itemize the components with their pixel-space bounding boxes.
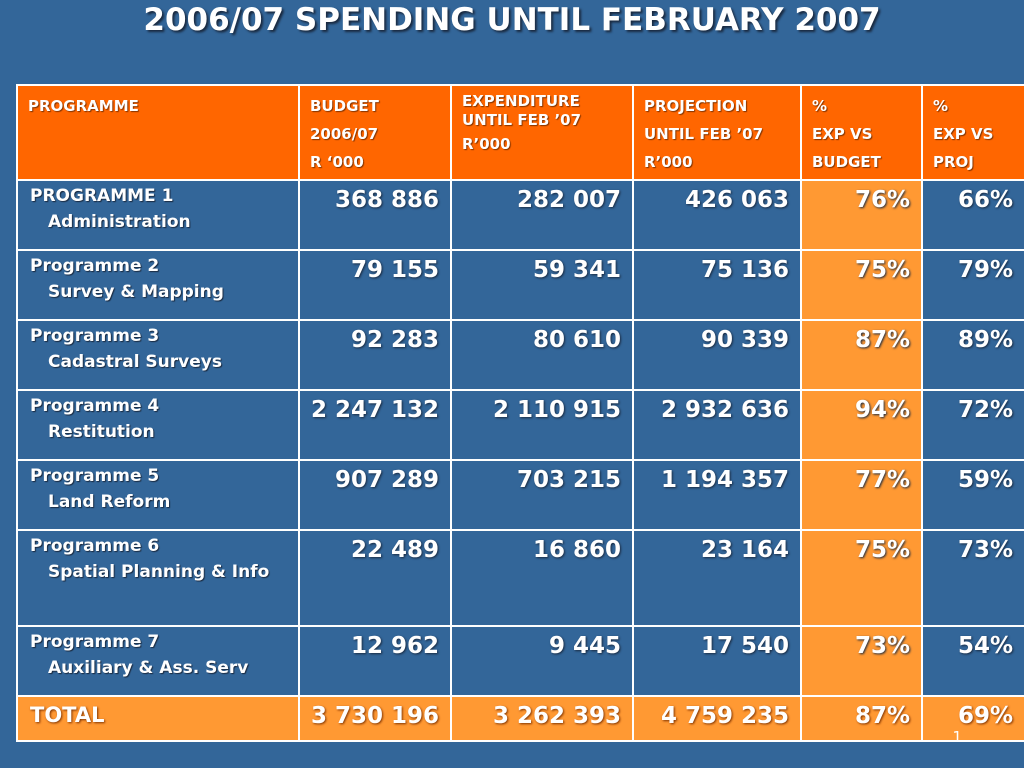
projection-cell: 1 194 357 <box>632 459 802 531</box>
total-exp-vs-budget: 87% <box>800 695 923 742</box>
projection-cell: 17 540 <box>632 625 802 697</box>
header-line: R ‘000 <box>310 153 364 171</box>
programme-name: Administration <box>48 212 191 232</box>
budget-cell: 22 489 <box>298 529 452 627</box>
header-programme: PROGRAMME <box>16 84 300 181</box>
table-row: Programme 7 Auxiliary & Ass. Serv 12 962 … <box>16 625 1024 697</box>
budget-cell: 12 962 <box>298 625 452 697</box>
header-exp-vs-proj: % EXP VS PROJ <box>921 84 1024 181</box>
header-line: PROJ <box>933 153 974 171</box>
header-line: R’000 <box>644 153 693 171</box>
programme-cell: Programme 6 Spatial Planning & Info <box>16 529 300 627</box>
table-row: Programme 6 Spatial Planning & Info 22 48… <box>16 529 1024 627</box>
exp-vs-proj-cell: 89% <box>921 319 1024 391</box>
projection-cell: 75 136 <box>632 249 802 321</box>
budget-cell: 92 283 <box>298 319 452 391</box>
header-projection: PROJECTION UNTIL FEB ’07 R’000 <box>632 84 802 181</box>
programme-number: PROGRAMME 1 <box>30 186 174 206</box>
header-line: EXP VS <box>812 125 873 143</box>
exp-vs-proj-cell: 79% <box>921 249 1024 321</box>
header-line: EXPENDITURE UNTIL FEB ’07 <box>462 92 582 129</box>
header-budget: BUDGET 2006/07 R ‘000 <box>298 84 452 181</box>
exp-vs-budget-cell: 94% <box>800 389 923 461</box>
programme-number: Programme 2 <box>30 256 160 276</box>
budget-cell: 368 886 <box>298 179 452 251</box>
header-line: % <box>933 97 949 115</box>
projection-cell: 23 164 <box>632 529 802 627</box>
programme-number: Programme 5 <box>30 466 160 486</box>
table-row: Programme 5 Land Reform 907 289 703 215 1… <box>16 459 1024 531</box>
expenditure-cell: 703 215 <box>450 459 634 531</box>
exp-vs-budget-cell: 76% <box>800 179 923 251</box>
header-line: PROJECTION <box>644 97 748 115</box>
table-header-row: PROGRAMME BUDGET 2006/07 R ‘000 EXPENDIT… <box>16 84 1024 181</box>
programme-name: Auxiliary & Ass. Serv <box>48 658 249 678</box>
exp-vs-proj-cell: 54% <box>921 625 1024 697</box>
total-label: TOTAL <box>16 695 300 742</box>
budget-cell: 907 289 <box>298 459 452 531</box>
table-row: Programme 3 Cadastral Surveys 92 283 80 6… <box>16 319 1024 391</box>
slide-title: 2006/07 SPENDING UNTIL FEBRUARY 2007 <box>143 2 881 38</box>
budget-cell: 79 155 <box>298 249 452 321</box>
programme-cell: Programme 3 Cadastral Surveys <box>16 319 300 391</box>
exp-vs-budget-cell: 75% <box>800 249 923 321</box>
total-projection: 4 759 235 <box>632 695 802 742</box>
total-row: TOTAL 3 730 196 3 262 393 4 759 235 87% … <box>16 695 1024 742</box>
header-exp-vs-budget: % EXP VS BUDGET <box>800 84 923 181</box>
programme-number: Programme 7 <box>30 632 160 652</box>
total-budget: 3 730 196 <box>298 695 452 742</box>
spending-table: PROGRAMME BUDGET 2006/07 R ‘000 EXPENDIT… <box>16 84 1024 742</box>
exp-vs-proj-cell: 72% <box>921 389 1024 461</box>
exp-vs-proj-cell: 59% <box>921 459 1024 531</box>
table-row: Programme 2 Survey & Mapping 79 155 59 34… <box>16 249 1024 321</box>
exp-vs-budget-cell: 73% <box>800 625 923 697</box>
expenditure-cell: 2 110 915 <box>450 389 634 461</box>
projection-cell: 90 339 <box>632 319 802 391</box>
exp-vs-proj-cell: 66% <box>921 179 1024 251</box>
budget-cell: 2 247 132 <box>298 389 452 461</box>
header-line: EXP VS <box>933 125 994 143</box>
total-expenditure: 3 262 393 <box>450 695 634 742</box>
expenditure-cell: 16 860 <box>450 529 634 627</box>
programme-cell: Programme 4 Restitution <box>16 389 300 461</box>
table-row: PROGRAMME 1 Administration 368 886 282 00… <box>16 179 1024 251</box>
header-line: % <box>812 97 828 115</box>
expenditure-cell: 9 445 <box>450 625 634 697</box>
projection-cell: 2 932 636 <box>632 389 802 461</box>
header-line: BUDGET <box>310 97 379 115</box>
header-line: UNTIL FEB ’07 <box>644 125 764 143</box>
programme-name: Restitution <box>48 422 155 442</box>
exp-vs-budget-cell: 87% <box>800 319 923 391</box>
exp-vs-budget-cell: 75% <box>800 529 923 627</box>
header-line: PROGRAMME <box>28 97 139 115</box>
exp-vs-proj-cell: 73% <box>921 529 1024 627</box>
programme-number: Programme 4 <box>30 396 160 416</box>
programme-name: Survey & Mapping <box>48 282 224 302</box>
expenditure-cell: 80 610 <box>450 319 634 391</box>
programme-cell: Programme 7 Auxiliary & Ass. Serv <box>16 625 300 697</box>
header-expenditure: EXPENDITURE UNTIL FEB ’07 R’000 <box>450 84 634 181</box>
expenditure-cell: 59 341 <box>450 249 634 321</box>
table-row: Programme 4 Restitution 2 247 132 2 110 9… <box>16 389 1024 461</box>
programme-cell: PROGRAMME 1 Administration <box>16 179 300 251</box>
programme-name: Land Reform <box>48 492 171 512</box>
header-line: R’000 <box>462 135 511 153</box>
programme-number: Programme 3 <box>30 326 160 346</box>
header-line: 2006/07 <box>310 125 379 143</box>
page-number: 1 <box>952 728 962 746</box>
programme-number: Programme 6 <box>30 536 160 556</box>
projection-cell: 426 063 <box>632 179 802 251</box>
programme-cell: Programme 5 Land Reform <box>16 459 300 531</box>
header-line: BUDGET <box>812 153 881 171</box>
exp-vs-budget-cell: 77% <box>800 459 923 531</box>
total-exp-vs-proj: 69% <box>921 695 1024 742</box>
programme-name: Cadastral Surveys <box>48 352 222 372</box>
programme-cell: Programme 2 Survey & Mapping <box>16 249 300 321</box>
expenditure-cell: 282 007 <box>450 179 634 251</box>
programme-name: Spatial Planning & Info <box>48 562 270 582</box>
